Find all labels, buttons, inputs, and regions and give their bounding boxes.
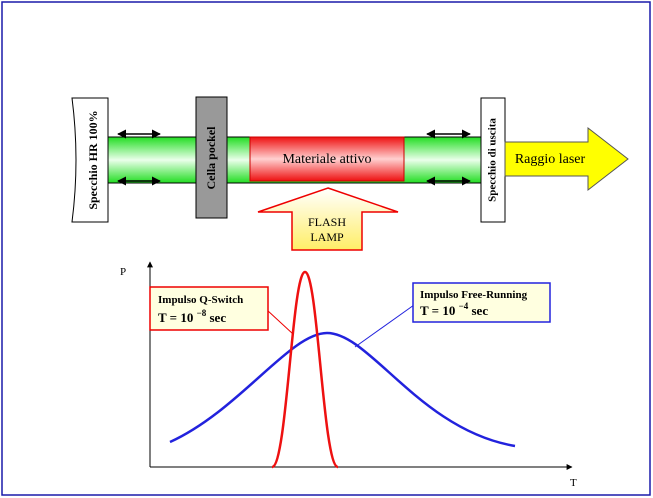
arrows bbox=[117, 129, 471, 186]
laser-arrow-label: Raggio laser bbox=[515, 152, 586, 167]
y-axis-label: P bbox=[120, 266, 126, 278]
pockels-cell-label: Cella pockel bbox=[204, 126, 218, 190]
active-medium-label: Materiale attivo bbox=[282, 152, 371, 167]
flash-lamp-label: LAMP bbox=[310, 230, 344, 244]
x-axis-label: T bbox=[570, 477, 577, 489]
laser-arrow bbox=[504, 126, 629, 192]
q-switch-curve bbox=[270, 270, 340, 469]
q-switch-box bbox=[149, 286, 269, 331]
q-switch-duration: T = 10 −8 sec bbox=[158, 304, 226, 325]
active-medium bbox=[249, 136, 405, 182]
q-switch-leader bbox=[266, 309, 294, 335]
rear-mirror bbox=[71, 97, 109, 223]
free-running-box bbox=[412, 282, 551, 323]
q-switch-title: Impulso Q-Switch bbox=[158, 294, 243, 306]
free-running-title: Impulso Free-Running bbox=[420, 289, 528, 301]
pockels-cell bbox=[195, 96, 228, 219]
output-mirror-label: Specchio di uscita bbox=[487, 118, 499, 202]
flash-lamp-label: FLASH bbox=[308, 215, 346, 229]
free-running-leader bbox=[354, 304, 415, 348]
output-mirror bbox=[480, 97, 506, 223]
free-running-duration: T = 10 −4 sec bbox=[420, 297, 488, 318]
free-running-curve bbox=[169, 331, 516, 448]
flash-lamp bbox=[257, 187, 399, 251]
rear-mirror-label: Specchio HR 100% bbox=[86, 110, 100, 209]
